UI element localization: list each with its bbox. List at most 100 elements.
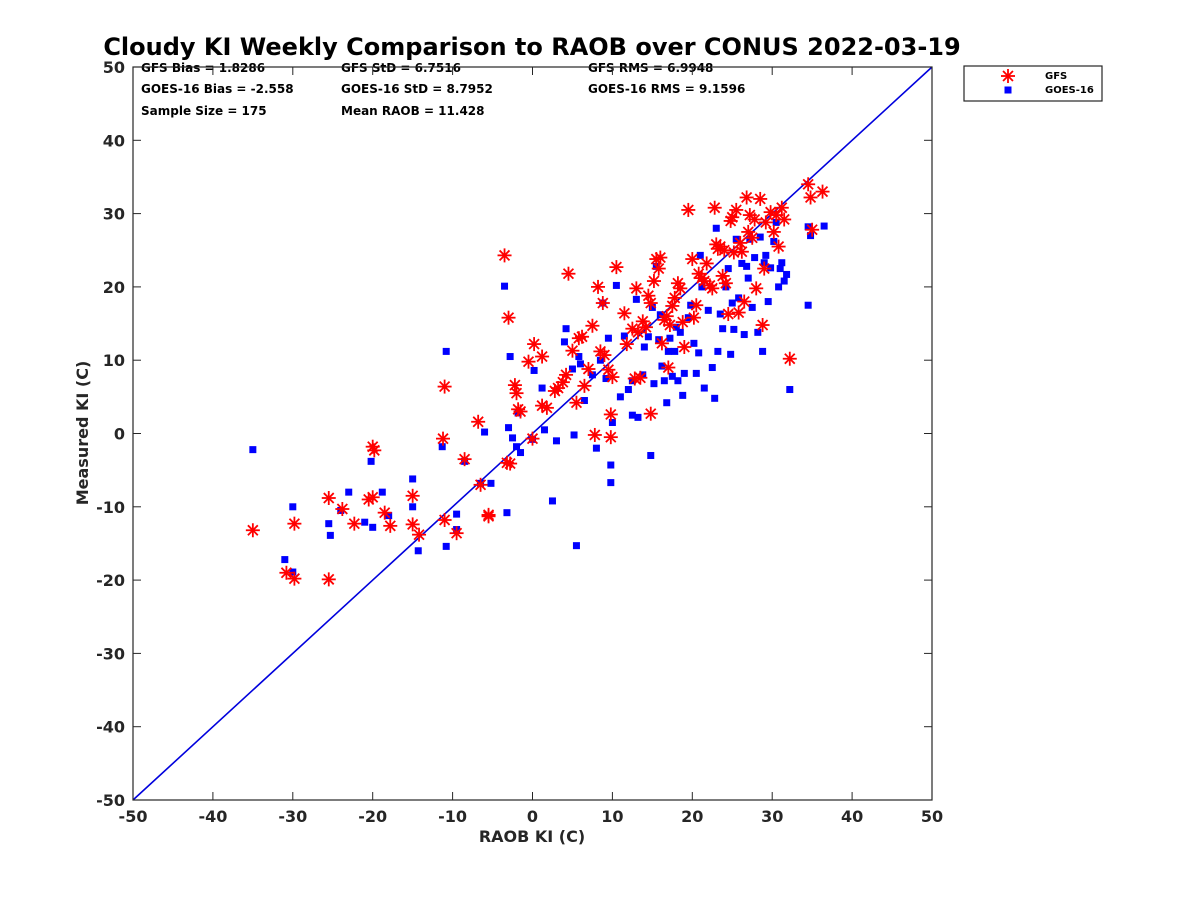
gfs-point (457, 452, 472, 467)
goes16-point (714, 347, 722, 355)
gfs-point (347, 516, 362, 531)
goes16-point (588, 371, 596, 379)
gfs-point (245, 523, 260, 538)
gfs-point (449, 526, 464, 541)
goes16-point (442, 542, 450, 550)
gfs-point (471, 414, 486, 429)
goes16-point (807, 232, 815, 240)
goes16-point (634, 413, 642, 421)
goes16-point (676, 328, 684, 336)
goes16-point (660, 377, 668, 385)
series-gfs (245, 177, 830, 587)
goes16-point (326, 531, 334, 539)
x-tick-label: -50 (119, 807, 148, 826)
goes16-point (711, 394, 719, 402)
gfs-point (731, 305, 746, 320)
goes16-point (552, 437, 560, 445)
gfs-point (279, 565, 294, 580)
goes16-point (759, 347, 767, 355)
legend-gfs-marker (1001, 69, 1015, 83)
goes16-point (517, 449, 525, 457)
goes16-point (538, 384, 546, 392)
gfs-point (437, 512, 452, 527)
goes16-point (361, 518, 369, 526)
goes16-point (438, 443, 446, 451)
goes16-point (740, 331, 748, 339)
stat-text: GOES-16 RMS = 9.1596 (588, 82, 745, 96)
goes16-point (612, 281, 620, 289)
gfs-point (689, 298, 704, 313)
gfs-point (801, 177, 816, 192)
gfs-point (577, 378, 592, 393)
goes16-point (751, 254, 759, 262)
legend-goes16-marker (1004, 86, 1012, 94)
stat-text: Mean RAOB = 11.428 (341, 104, 485, 118)
x-tick-label: 0 (527, 807, 538, 826)
goes16-point (616, 393, 624, 401)
goes16-point (568, 365, 576, 373)
y-tick-label: 50 (103, 58, 125, 77)
gfs-point (686, 310, 701, 325)
gfs-point (539, 400, 554, 415)
x-tick-label: 30 (761, 807, 783, 826)
y-axis-label: Measured KI (C) (73, 361, 92, 506)
gfs-point (513, 404, 528, 419)
goes16-point (748, 303, 756, 311)
goes16-point (712, 224, 720, 232)
gfs-point (321, 572, 336, 587)
goes16-point (679, 391, 687, 399)
gfs-point (383, 518, 398, 533)
goes16-point (724, 265, 732, 273)
gfs-point (646, 274, 661, 289)
goes16-point (325, 520, 333, 528)
gfs-point (734, 244, 749, 259)
stats-annotations: GFS Bias = 1.8286 GFS StD = 6.7516 GFS RMS… (141, 61, 745, 118)
goes16-point (650, 380, 658, 388)
stat-text: GFS StD = 6.7516 (341, 61, 461, 75)
goes16-point (783, 270, 791, 278)
goes16-point (700, 384, 708, 392)
y-tick-label: -10 (96, 498, 125, 517)
goes16-point (743, 262, 751, 270)
goes16-point (570, 431, 578, 439)
x-tick-label: 50 (921, 807, 943, 826)
goes16-point (604, 334, 612, 342)
goes16-point (414, 547, 422, 555)
gfs-point (755, 318, 770, 333)
gfs-point (653, 250, 668, 265)
gfs-point (685, 252, 700, 267)
gfs-point (643, 296, 658, 311)
gfs-point (757, 261, 772, 276)
goes16-point (580, 397, 588, 405)
gfs-point (481, 507, 496, 522)
goes16-point (756, 233, 764, 241)
y-tick-label: 10 (103, 351, 125, 370)
goes16-point (644, 333, 652, 341)
goes16-point (764, 298, 772, 306)
gfs-point (565, 343, 580, 358)
gfs-point (287, 571, 302, 586)
y-tick-label: -20 (96, 571, 125, 590)
goes16-point (501, 282, 509, 290)
gfs-point (601, 362, 616, 377)
goes16-point (648, 303, 656, 311)
gfs-point (561, 266, 576, 281)
goes16-point (640, 343, 648, 351)
goes16-point (738, 259, 746, 267)
goes16-point (453, 510, 461, 518)
gfs-point (525, 431, 540, 446)
gfs-point (585, 318, 600, 333)
goes16-point (509, 434, 517, 442)
goes16-point (540, 426, 548, 434)
goes16-point (602, 375, 610, 383)
goes16-point (624, 386, 632, 394)
legend[interactable]: GFS GOES-16 (963, 65, 1103, 102)
goes16-point (820, 222, 828, 230)
legend-label: GFS (1045, 71, 1067, 82)
gfs-point (771, 239, 786, 254)
goes16-point (786, 386, 794, 394)
y-tick-label: 40 (103, 131, 125, 150)
goes16-point (735, 294, 743, 302)
gfs-point (501, 310, 516, 325)
x-axis-label: RAOB KI (C) (479, 827, 585, 846)
